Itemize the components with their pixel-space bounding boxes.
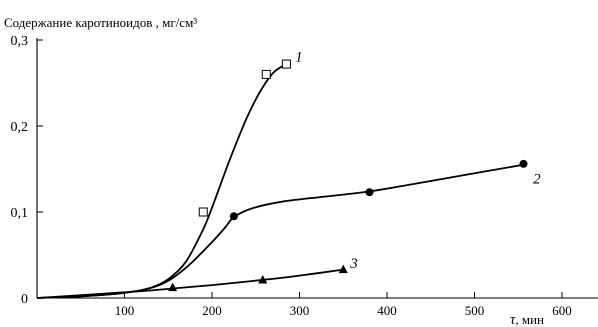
y-tick-label: 0,1 [11,206,29,221]
x-tick-label: 300 [290,303,310,318]
curve-label-1: 1 [295,50,303,66]
y-tick-label: 0,2 [11,120,29,135]
series-2-point [229,212,238,221]
chart-title: Содержание каротиноидов , мг/см³ [4,15,197,30]
x-tick-label: 600 [552,303,572,318]
series-2-point [365,188,374,197]
x-tick-label: 200 [202,303,222,318]
series-3-point [338,264,348,274]
series-1-point [261,69,271,79]
series-1 [36,59,291,299]
x-axis: 100 200 300 400 500 600 τ, мин [37,292,598,327]
series-3-point [258,274,268,284]
y-tick-label: 0 [21,292,28,307]
curve-label-2: 2 [533,172,541,188]
x-ticks: 100 200 300 400 500 600 [115,292,572,318]
series-2-point [519,159,528,168]
curve-labels: 1 2 3 [295,50,541,272]
series-layer [36,59,528,299]
y-tick-label: 0,3 [11,34,29,49]
series-3-point [168,282,178,292]
series-3-line [36,268,344,299]
series-1-line [36,63,287,299]
x-axis-unit: , мин [515,312,544,327]
x-axis-label: τ, мин [510,312,544,327]
x-axis-symbol: τ [510,312,516,327]
y-ticks: 0 0,1 0,2 0,3 [11,34,43,307]
series-1-point [198,207,208,217]
y-axis: 0 0,1 0,2 0,3 [11,34,43,307]
series-3 [36,264,348,299]
series-1-point [281,59,291,69]
curve-label-3: 3 [349,256,358,272]
x-tick-label: 500 [465,303,485,318]
x-tick-label: 100 [115,303,135,318]
x-tick-label: 400 [377,303,397,318]
